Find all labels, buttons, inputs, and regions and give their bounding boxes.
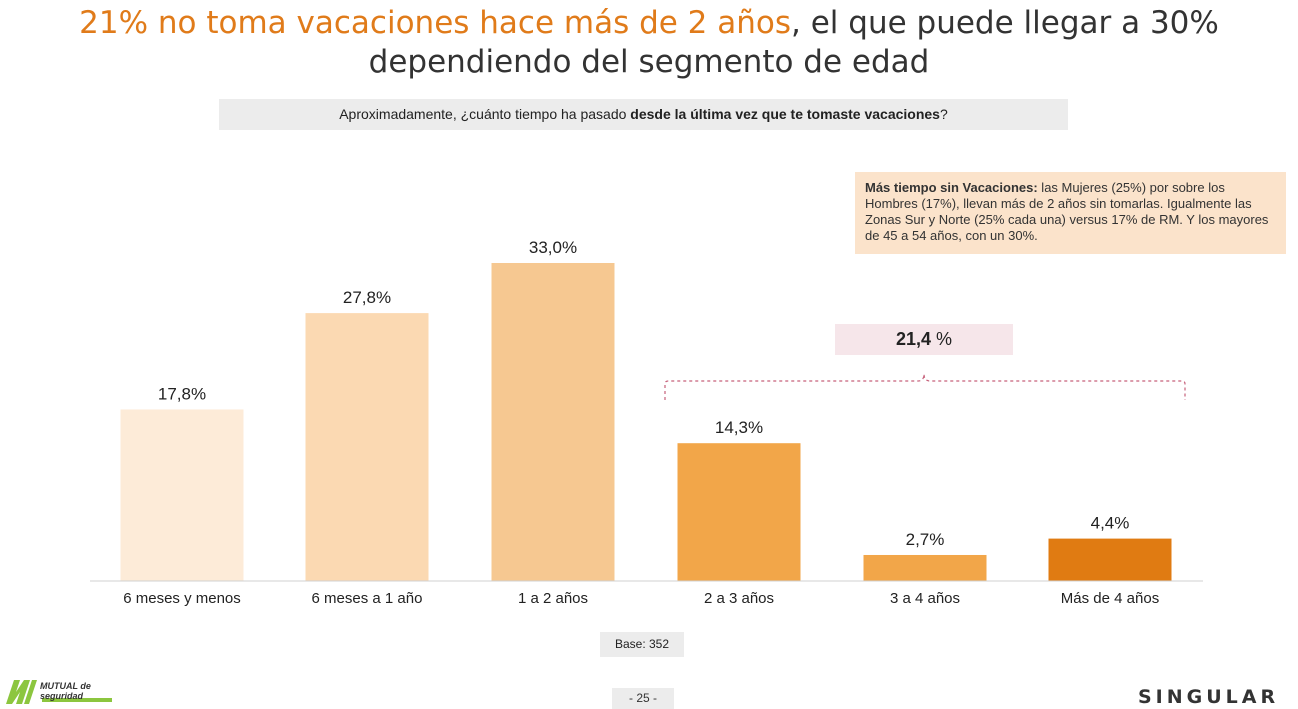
summary-unit: % — [931, 329, 953, 349]
bar-value-label-5: 2,7% — [906, 530, 945, 549]
summary-box: 21,4 % — [835, 324, 1013, 355]
category-label-6: Más de 4 años — [1061, 590, 1159, 607]
category-label-2: 6 meses a 1 año — [312, 590, 423, 607]
page-number: - 25 - — [612, 688, 674, 709]
note-text: las Mujeres (25%) por sobre los Hombres … — [865, 180, 1269, 243]
page-title: 21% no toma vacaciones hace más de 2 año… — [0, 4, 1298, 82]
category-label-1: 6 meses y menos — [123, 590, 241, 607]
bar-1 — [120, 409, 244, 581]
bar-5 — [863, 554, 987, 581]
bars-group: 17,8% 6 meses y menos 27,8% 6 meses a 1 año… — [120, 238, 1172, 607]
bar-2 — [305, 313, 429, 581]
bar-value-label-1: 17,8% — [158, 384, 206, 403]
mutual-logo-text: MUTUAL de seguridad — [40, 681, 91, 701]
mutual-logo — [6, 680, 112, 704]
title-line2: dependiendo del segmento de edad — [368, 44, 930, 80]
summary-value: 21,4 — [895, 329, 932, 349]
question-prefix: Aproximadamente, ¿cuánto tiempo ha pasad… — [339, 106, 631, 122]
question-bold: desde la última vez que te tomaste vacac… — [630, 106, 940, 122]
bar-value-label-4: 14,3% — [715, 418, 763, 437]
note-bold: Más tiempo sin Vacaciones: — [865, 180, 1038, 195]
bar-6 — [1048, 538, 1172, 581]
bar-value-label-6: 4,4% — [1091, 514, 1130, 533]
bar-4 — [677, 443, 801, 581]
insight-note: Más tiempo sin Vacaciones: las Mujeres (… — [855, 172, 1286, 254]
survey-question: Aproximadamente, ¿cuánto tiempo ha pasad… — [219, 99, 1068, 130]
summary-bracket — [664, 373, 1186, 400]
category-label-3: 1 a 2 años — [518, 590, 588, 607]
category-label-4: 2 a 3 años — [704, 590, 774, 607]
bar-3 — [491, 263, 615, 581]
category-label-5: 3 a 4 años — [890, 590, 960, 607]
singular-logo: SINGULAR — [1138, 686, 1280, 708]
bar-value-label-2: 27,8% — [343, 288, 391, 307]
title-rest: , el que puede llegar a 30% — [791, 5, 1219, 41]
bar-value-label-3: 33,0% — [529, 238, 577, 257]
question-suffix: ? — [939, 106, 948, 122]
title-highlight: 21% no toma vacaciones hace más de 2 año… — [79, 5, 792, 41]
base-label: Base: 352 — [600, 632, 684, 657]
